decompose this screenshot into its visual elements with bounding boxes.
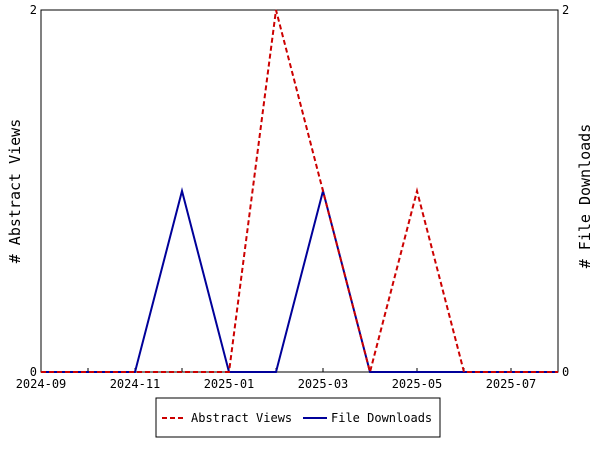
x-tick-label: 2024-09 [16, 377, 67, 391]
ticks-layer: 2024-09 2024-11 2025-01 2025-03 2025-05 2025-… [16, 3, 570, 391]
x-tick-label: 2025-05 [392, 377, 443, 391]
y-right-tick-label: 0 [562, 365, 569, 379]
x-tick-label: 2025-01 [204, 377, 255, 391]
legend-label-file-downloads: File Downloads [331, 411, 432, 425]
legend: Abstract Views File Downloads [155, 397, 441, 438]
series-layer [41, 9, 558, 376]
y-left-tick-label: 2 [30, 3, 37, 17]
series-line-file-downloads [41, 187, 558, 373]
plot-frame [40, 9, 559, 373]
series-line-abstract-views [41, 9, 558, 376]
x-tick-label: 2025-03 [298, 377, 349, 391]
y-left-tick-label: 0 [30, 365, 37, 379]
y-axis-right-title: # File Downloads [576, 124, 594, 269]
legend-box [155, 397, 441, 438]
y-right-tick-label: 2 [562, 3, 569, 17]
y-axis-left-title: # Abstract Views [6, 119, 24, 264]
x-tick-label: 2025-07 [486, 377, 537, 391]
legend-label-abstract-views: Abstract Views [191, 411, 292, 425]
x-tick-label: 2024-11 [110, 377, 161, 391]
